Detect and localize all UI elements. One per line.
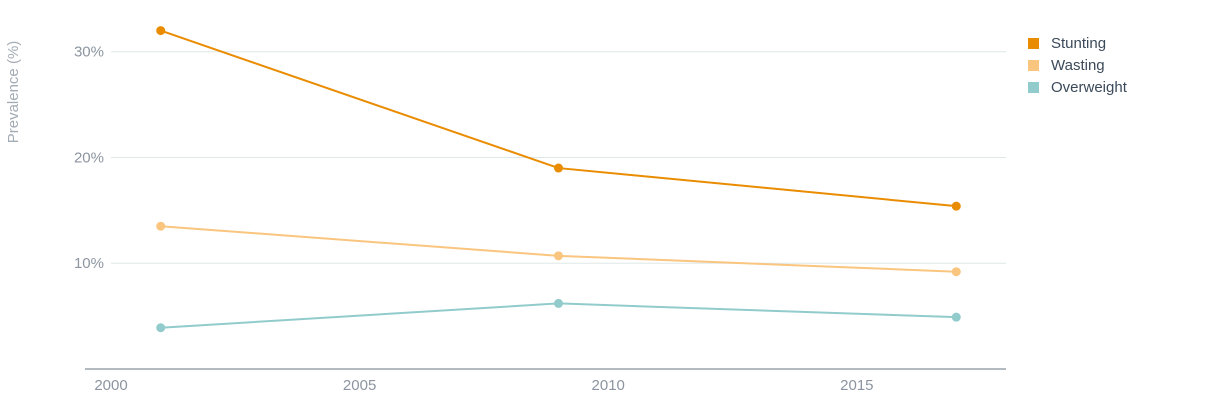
y-tick-label: 30% <box>74 44 104 61</box>
y-axis-label: Prevalence (%) <box>5 41 22 144</box>
y-tick-label: 10% <box>74 255 104 272</box>
series-overweight <box>156 298 961 333</box>
legend-label: Stunting <box>1051 34 1107 52</box>
y-axis-ticks: 10% 20% 30% <box>74 44 104 273</box>
data-point-wasting[interactable] <box>156 221 166 231</box>
legend: Stunting Wasting Overweight <box>1028 32 1127 98</box>
legend-item-wasting[interactable]: Wasting <box>1028 54 1127 76</box>
data-point-overweight[interactable] <box>554 298 563 308</box>
series-line-wasting <box>160 225 957 273</box>
legend-item-stunting[interactable]: Stunting <box>1028 32 1127 54</box>
data-point-stunting[interactable] <box>951 201 961 211</box>
data-point-overweight[interactable] <box>951 312 961 322</box>
legend-label: Overweight <box>1051 78 1127 96</box>
series-group <box>156 26 961 333</box>
legend-item-overweight[interactable]: Overweight <box>1028 76 1127 98</box>
legend-swatch <box>1028 81 1039 93</box>
x-tick-label: 2015 <box>840 377 873 394</box>
x-tick-label: 2005 <box>343 377 376 394</box>
data-point-overweight[interactable] <box>156 323 166 333</box>
x-tick-label: 2010 <box>592 377 625 394</box>
legend-swatch <box>1028 59 1039 71</box>
x-tick-label: 2000 <box>94 377 127 394</box>
legend-swatch <box>1028 37 1039 49</box>
y-tick-label: 20% <box>74 149 104 166</box>
series-wasting <box>156 221 961 277</box>
legend-label: Wasting <box>1051 56 1105 74</box>
data-point-stunting[interactable] <box>554 163 563 173</box>
series-line-stunting <box>160 29 957 208</box>
data-point-stunting[interactable] <box>156 26 166 36</box>
series-stunting <box>156 26 961 211</box>
data-point-wasting[interactable] <box>554 251 563 261</box>
data-point-wasting[interactable] <box>951 267 961 277</box>
gridlines <box>111 51 1006 264</box>
x-axis: 2000 2005 2010 2015 <box>85 368 1006 394</box>
